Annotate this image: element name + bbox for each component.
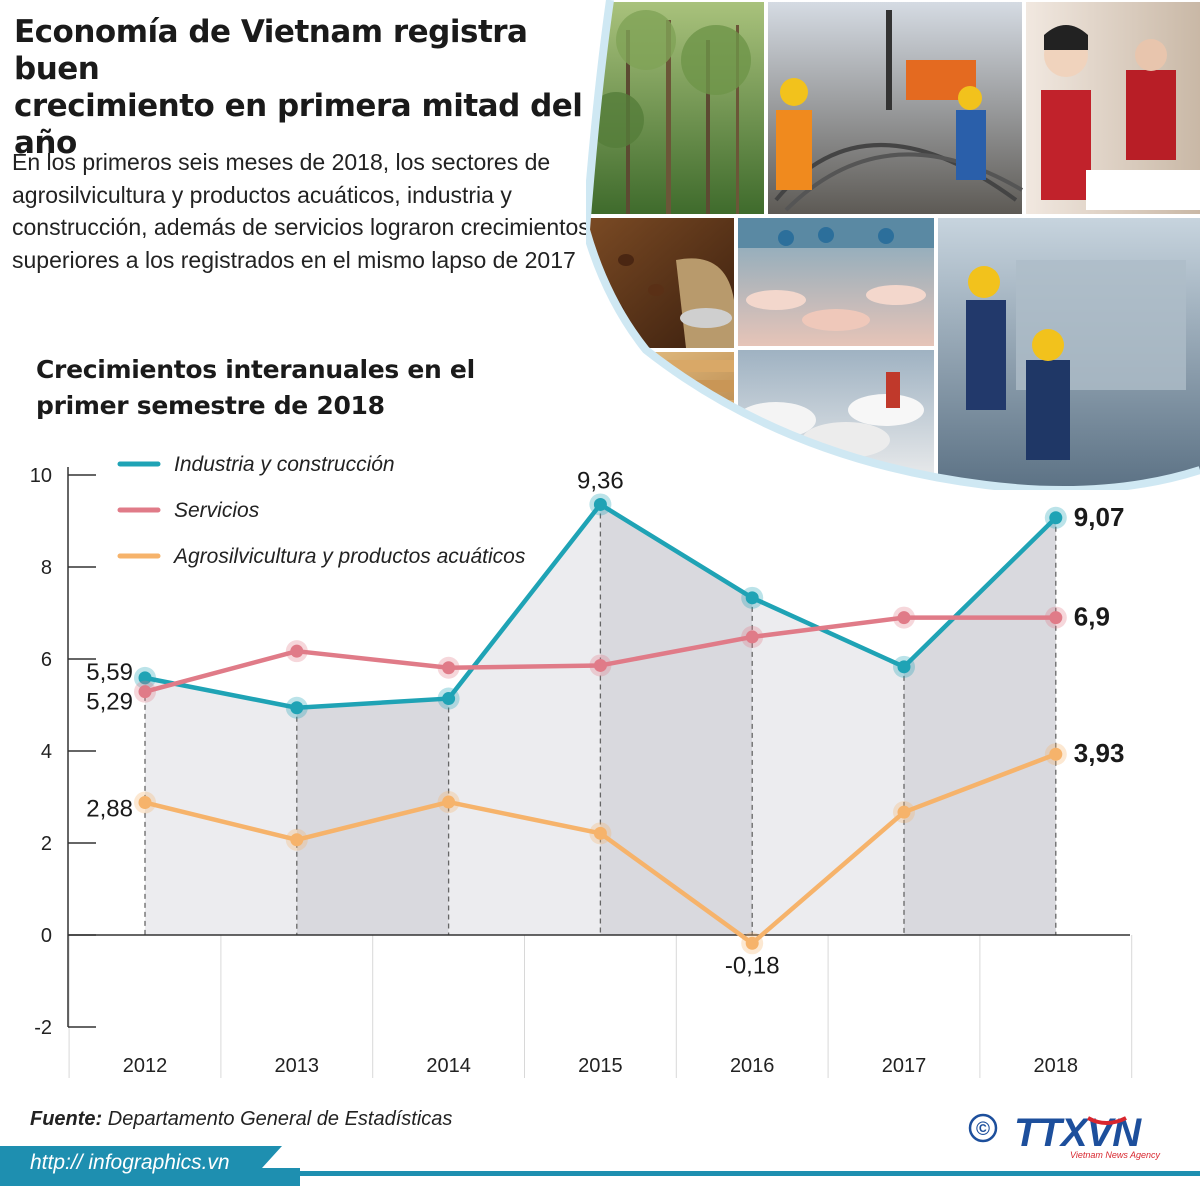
copyright-symbol: © bbox=[976, 1119, 990, 1140]
data-point bbox=[593, 826, 607, 840]
year-band bbox=[600, 504, 753, 935]
y-tick-label: 6 bbox=[41, 649, 52, 671]
data-label: 9,36 bbox=[577, 467, 624, 494]
data-point bbox=[1049, 747, 1063, 761]
chart-title-line-1: Crecimientos interanuales en el bbox=[36, 355, 475, 384]
coffee-beans-photo bbox=[588, 218, 734, 348]
data-point bbox=[290, 701, 304, 715]
year-band bbox=[752, 597, 904, 935]
data-point bbox=[593, 658, 607, 672]
data-label: 3,93 bbox=[1074, 738, 1125, 768]
page-title: Economía de Vietnam registra buen crecim… bbox=[14, 14, 614, 162]
data-label: 2,88 bbox=[86, 796, 133, 823]
legend: Industria y construcción Servicios Agrosil… bbox=[117, 453, 526, 568]
y-tick-label: 2 bbox=[41, 833, 52, 855]
source-text: Departamento General de Estadísticas bbox=[107, 1108, 453, 1130]
y-tick-label: -2 bbox=[34, 1017, 52, 1039]
x-tick-label: 2012 bbox=[123, 1055, 168, 1077]
data-point bbox=[897, 611, 911, 625]
y-tick-label: 0 bbox=[41, 925, 52, 947]
data-point bbox=[1049, 611, 1063, 625]
chart-title: Crecimientos interanuales en el primer s… bbox=[36, 352, 506, 424]
year-band bbox=[296, 698, 449, 935]
legend-label: Industria y construcción bbox=[174, 453, 395, 476]
y-tick-label: 8 bbox=[41, 557, 52, 579]
legend-label: Servicios bbox=[174, 499, 260, 522]
chart-title-line-2: primer semestre de 2018 bbox=[36, 391, 385, 420]
data-point bbox=[745, 630, 759, 644]
x-tick-label: 2015 bbox=[578, 1055, 623, 1077]
data-labels: 5,59 9,36 9,07 5,29 6,9 2,88 -0,18 3,93 bbox=[86, 467, 1124, 979]
logo-subtext: Vietnam News Agency bbox=[1070, 1150, 1161, 1160]
title-line-1: Economía de Vietnam registra buen bbox=[14, 14, 528, 87]
x-tick-label: 2013 bbox=[275, 1055, 320, 1077]
data-label: -0,18 bbox=[725, 952, 780, 979]
data-label: 5,59 bbox=[86, 659, 133, 686]
photo-collage bbox=[581, 0, 1200, 494]
data-point bbox=[138, 796, 152, 810]
axes: -2 0 2 4 6 8 10 2012 2013 2014 2015 2016 2017 2018 bbox=[30, 465, 1130, 1077]
data-point bbox=[745, 591, 759, 605]
data-point bbox=[442, 692, 456, 706]
intro-text: En los primeros seis meses de 2018, los … bbox=[12, 149, 590, 273]
x-tick-label: 2018 bbox=[1034, 1055, 1079, 1077]
x-tick-label: 2014 bbox=[426, 1055, 471, 1077]
data-point bbox=[593, 497, 607, 511]
title-line-2: crecimiento en primera mitad del año bbox=[14, 88, 583, 161]
data-point bbox=[138, 671, 152, 685]
logo-svg: © TTXVN Vietnam News Agency bbox=[968, 1111, 1161, 1160]
source-note: Fuente: Departamento General de Estadíst… bbox=[30, 1108, 452, 1131]
ttxvn-logo: © TTXVN Vietnam News Agency bbox=[966, 1106, 1176, 1162]
legend-label: Agrosilvicultura y productos acuáticos bbox=[172, 545, 526, 568]
forest-photo bbox=[588, 2, 764, 214]
year-bands bbox=[145, 504, 1056, 935]
footer-line bbox=[260, 1171, 1200, 1176]
data-point bbox=[1049, 511, 1063, 525]
data-label: 5,29 bbox=[86, 689, 133, 716]
year-band bbox=[448, 504, 601, 935]
x-tick-label: 2017 bbox=[882, 1055, 927, 1077]
data-point bbox=[290, 644, 304, 658]
data-point bbox=[290, 833, 304, 847]
series bbox=[134, 493, 1067, 955]
photo-collage-svg bbox=[581, 0, 1200, 494]
footer-url[interactable]: http:// infographics.vn bbox=[30, 1151, 230, 1174]
data-point bbox=[138, 685, 152, 699]
data-label: 6,9 bbox=[1074, 602, 1110, 632]
y-tick-label: 10 bbox=[30, 465, 52, 487]
fish-processing-photo bbox=[738, 218, 934, 346]
data-point bbox=[897, 805, 911, 819]
grid bbox=[68, 504, 1133, 1078]
steel-workers-photo bbox=[768, 2, 1024, 214]
source-label: Fuente: bbox=[30, 1108, 103, 1130]
data-point bbox=[442, 795, 456, 809]
year-band bbox=[904, 517, 1056, 935]
data-point bbox=[442, 661, 456, 675]
hotel-service-photo bbox=[1026, 2, 1200, 214]
year-band bbox=[145, 677, 297, 935]
x-tick-label: 2016 bbox=[730, 1055, 775, 1077]
data-point bbox=[897, 660, 911, 674]
data-point bbox=[745, 936, 759, 950]
data-label: 9,07 bbox=[1074, 502, 1125, 532]
y-tick-label: 4 bbox=[41, 741, 52, 763]
car-factory-photo bbox=[938, 218, 1200, 490]
line-chart: -2 0 2 4 6 8 10 2012 2013 2014 2015 2016 2017 2018 5,… bbox=[30, 453, 1133, 1078]
